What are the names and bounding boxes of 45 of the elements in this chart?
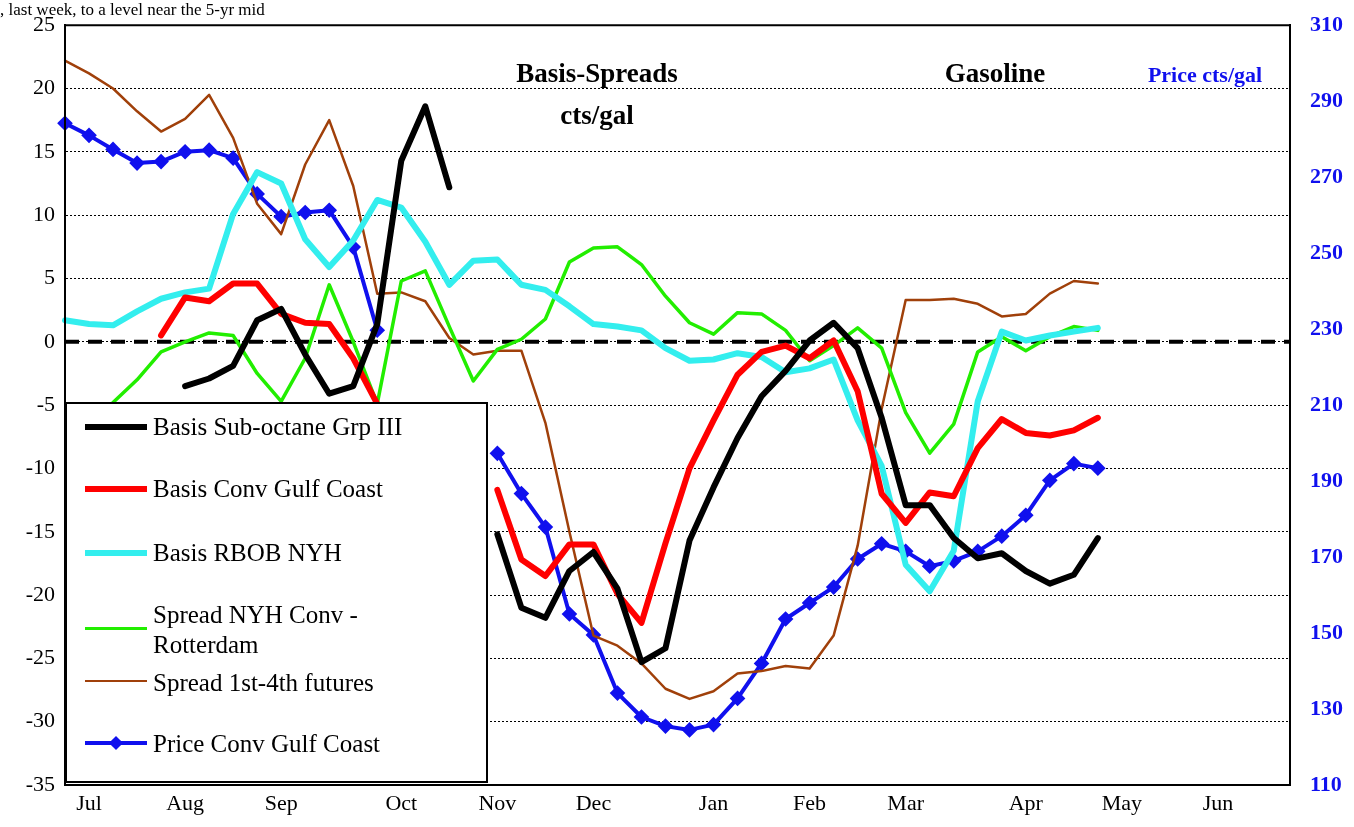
legend-label: Spread 1st-4th futures bbox=[153, 668, 374, 698]
x-tick-label: Jun bbox=[1202, 789, 1234, 815]
y2-tick-label: 310 bbox=[1310, 10, 1343, 36]
y-tick-label: -20 bbox=[25, 580, 55, 606]
x-tick-label: Sep bbox=[264, 789, 298, 815]
y2-tick-label: 190 bbox=[1310, 466, 1343, 492]
y-tick-label: 0 bbox=[44, 327, 55, 353]
y2-tick-label: 230 bbox=[1310, 314, 1343, 340]
y-tick-label: -25 bbox=[25, 644, 55, 670]
legend-label: Basis Conv Gulf Coast bbox=[153, 474, 383, 504]
x-tick-label: Mar bbox=[887, 789, 925, 815]
y2-tick-label: 210 bbox=[1310, 390, 1343, 416]
y2-tick-label: 110 bbox=[1310, 770, 1342, 796]
x-tick-label: May bbox=[1101, 789, 1143, 815]
legend-label: Spread NYH Conv - Rotterdam bbox=[153, 600, 359, 660]
x-tick-label: Jul bbox=[76, 789, 102, 815]
y-tick-label: -35 bbox=[25, 770, 55, 796]
x-tick-label: Jan bbox=[698, 789, 729, 815]
x-tick-label: Feb bbox=[793, 789, 827, 815]
y2-tick-label: 290 bbox=[1310, 86, 1343, 112]
legend-label: Basis RBOB NYH bbox=[153, 538, 342, 568]
x-tick-label: Apr bbox=[1008, 789, 1044, 815]
y2-tick-label: 130 bbox=[1310, 694, 1343, 720]
y-tick-label: -30 bbox=[25, 707, 55, 733]
y-tick-label: 5 bbox=[44, 264, 55, 290]
legend-label: Basis Sub-octane Grp III bbox=[153, 412, 403, 442]
y2-tick-label: 150 bbox=[1310, 618, 1343, 644]
x-tick-label: Nov bbox=[478, 789, 517, 815]
y2-tick-label: 170 bbox=[1310, 542, 1343, 568]
y-tick-label: 15 bbox=[33, 137, 55, 163]
y-tick-label: -10 bbox=[25, 454, 55, 480]
x-tick-label: Dec bbox=[575, 789, 612, 815]
legend-label: Price Conv Gulf Coast bbox=[153, 729, 381, 759]
text: cts/gal bbox=[560, 100, 634, 131]
x-tick-label: Oct bbox=[385, 789, 418, 815]
y-tick-label: -15 bbox=[25, 517, 55, 543]
annotation: Gasoline bbox=[944, 58, 1046, 89]
y-tick-label: -5 bbox=[36, 390, 55, 416]
y2-tick-label: 270 bbox=[1310, 162, 1343, 188]
y-tick-label: 10 bbox=[33, 200, 55, 226]
x-tick-label: Aug bbox=[166, 789, 205, 815]
y2-tick-label: 250 bbox=[1310, 238, 1343, 264]
y2-axis-title: Price cts/gal bbox=[1147, 62, 1263, 88]
y-tick-label: 20 bbox=[33, 74, 55, 100]
text: Basis-Spreads bbox=[516, 58, 678, 89]
